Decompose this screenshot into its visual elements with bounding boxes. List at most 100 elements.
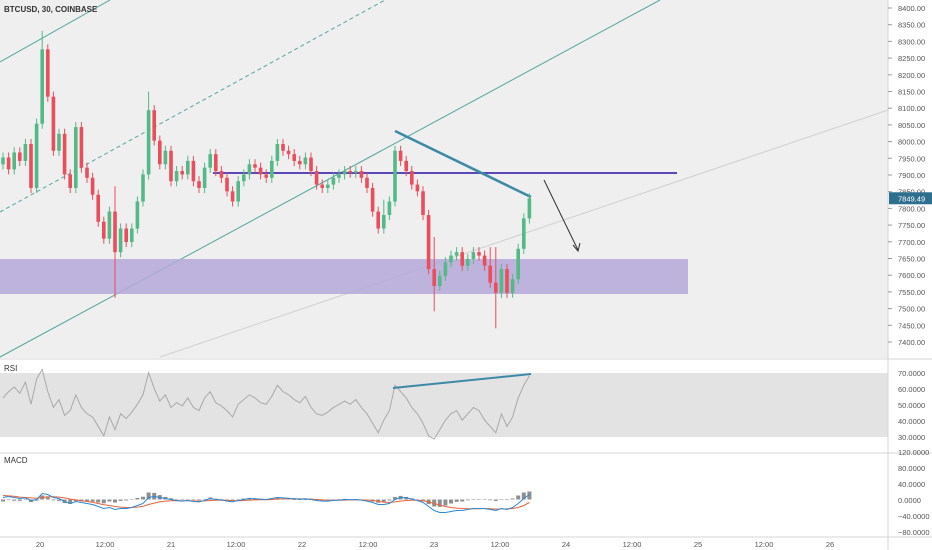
- macd-histogram-bar: [6, 499, 11, 501]
- candle-body: [331, 177, 336, 185]
- candle-body: [326, 184, 330, 188]
- candle-body: [197, 181, 201, 188]
- candle-body: [303, 157, 308, 165]
- candle-body: [12, 152, 16, 170]
- macd-histogram-bar: [516, 495, 521, 500]
- candle-body: [298, 160, 302, 165]
- candle-body: [6, 157, 11, 170]
- price-tick-label: 8050.00: [898, 121, 925, 130]
- candle-body: [107, 211, 112, 239]
- candle-body: [163, 150, 168, 165]
- macd-histogram-bar: [337, 499, 341, 500]
- macd-histogram-bar: [135, 497, 140, 500]
- price-tick-label: 7650.00: [898, 255, 925, 264]
- price-tick-label: 8200.00: [898, 71, 925, 80]
- macd-histogram-bar: [527, 491, 532, 500]
- macd-histogram-bar: [174, 499, 179, 500]
- candle-body: [158, 140, 162, 165]
- macd-histogram-bar: [230, 499, 235, 501]
- projection-arrow-line: [543, 179, 579, 251]
- macd-histogram-bar: [34, 499, 39, 501]
- time-tick-label: 12:00: [227, 540, 246, 549]
- macd-histogram-bar: [510, 498, 515, 500]
- macd-histogram-bar: [381, 499, 386, 502]
- descending-trendline: [394, 129, 532, 199]
- time-tick-label: 26: [826, 540, 834, 549]
- rsi-tick-label: 30.0000: [898, 433, 925, 442]
- macd-histogram-bar: [460, 499, 465, 502]
- candle-body: [460, 252, 464, 266]
- candle-body: [494, 282, 498, 293]
- candle-body: [85, 167, 89, 178]
- time-tick-label: 12:00: [491, 540, 510, 549]
- candle-body: [236, 181, 240, 202]
- candle-body: [354, 171, 358, 173]
- price-tick-label: 8400.00: [898, 4, 925, 13]
- macd-histogram-bar: [415, 499, 420, 500]
- candle-body: [29, 144, 33, 188]
- price-tick-label: 8000.00: [898, 138, 925, 147]
- candle-body: [342, 171, 347, 175]
- price-tick-label: 7450.00: [898, 321, 925, 330]
- price-tick-label: 7850.00: [898, 188, 925, 197]
- price-tick-label: 7500.00: [898, 305, 925, 314]
- candle-body: [247, 164, 252, 175]
- candle-body: [309, 157, 313, 172]
- candle-body: [466, 258, 470, 266]
- macd-histogram-bar: [303, 499, 308, 500]
- candle-body: [286, 150, 291, 155]
- candle-body: [118, 228, 123, 253]
- candle-body: [258, 167, 263, 175]
- time-tick-label: 22: [298, 540, 306, 549]
- rsi-label: RSI: [4, 364, 17, 373]
- candle-body: [219, 171, 224, 178]
- candle-body: [18, 152, 22, 161]
- candle-body: [270, 160, 274, 178]
- rsi-line: [2, 368, 530, 440]
- rsi-divergence-line: [392, 373, 532, 389]
- macd-tick-label: 0.0000: [898, 496, 921, 505]
- macd-histogram-bar: [477, 499, 481, 500]
- candle-body: [488, 265, 492, 283]
- candle-body: [376, 211, 380, 229]
- candle-body: [320, 184, 324, 188]
- rsi-tick-label: 40.0000: [898, 417, 925, 426]
- candle-body: [180, 171, 184, 175]
- macd-histogram-bar: [236, 499, 241, 500]
- candle-body: [146, 110, 151, 175]
- rsi-tick-label: 60.0000: [898, 385, 925, 394]
- time-tick-label: 12:00: [755, 540, 774, 549]
- candle-body: [421, 191, 425, 215]
- candle-body: [410, 171, 414, 185]
- candle-body: [62, 133, 67, 175]
- rsi-tick-label: 50.0000: [898, 401, 925, 410]
- macd-tick-label: 120.0000: [898, 448, 929, 457]
- macd-histogram-bar: [180, 499, 185, 500]
- macd-histogram-bar: [493, 499, 498, 501]
- candle-body: [152, 110, 156, 141]
- candle-body: [443, 262, 448, 276]
- projection-arrow-head: [572, 242, 581, 253]
- candle-body: [387, 201, 392, 215]
- candle-body: [130, 228, 134, 243]
- macd-histogram-bar: [17, 499, 22, 501]
- price-tick-label: 7400.00: [898, 338, 925, 347]
- candle-body: [454, 252, 459, 256]
- candle-body: [242, 174, 246, 182]
- macd-histogram-bar: [202, 499, 207, 500]
- candle-body: [404, 160, 408, 172]
- price-tick-label: 7900.00: [898, 171, 925, 180]
- macd-tick-label: 80.0000: [898, 464, 925, 473]
- candle-body: [68, 174, 72, 188]
- candle-body: [51, 96, 56, 151]
- price-tick-label: 8300.00: [898, 37, 925, 46]
- macd-histogram-bar: [118, 499, 123, 501]
- time-tick-label: 21: [167, 540, 175, 549]
- candle-body: [124, 228, 128, 243]
- macd-histogram-bar: [124, 499, 129, 501]
- candle-body: [337, 174, 341, 178]
- candle-body: [96, 194, 100, 222]
- macd-histogram-bar: [465, 499, 470, 501]
- candle-body: [370, 187, 375, 212]
- price-tick-label: 8250.00: [898, 54, 925, 63]
